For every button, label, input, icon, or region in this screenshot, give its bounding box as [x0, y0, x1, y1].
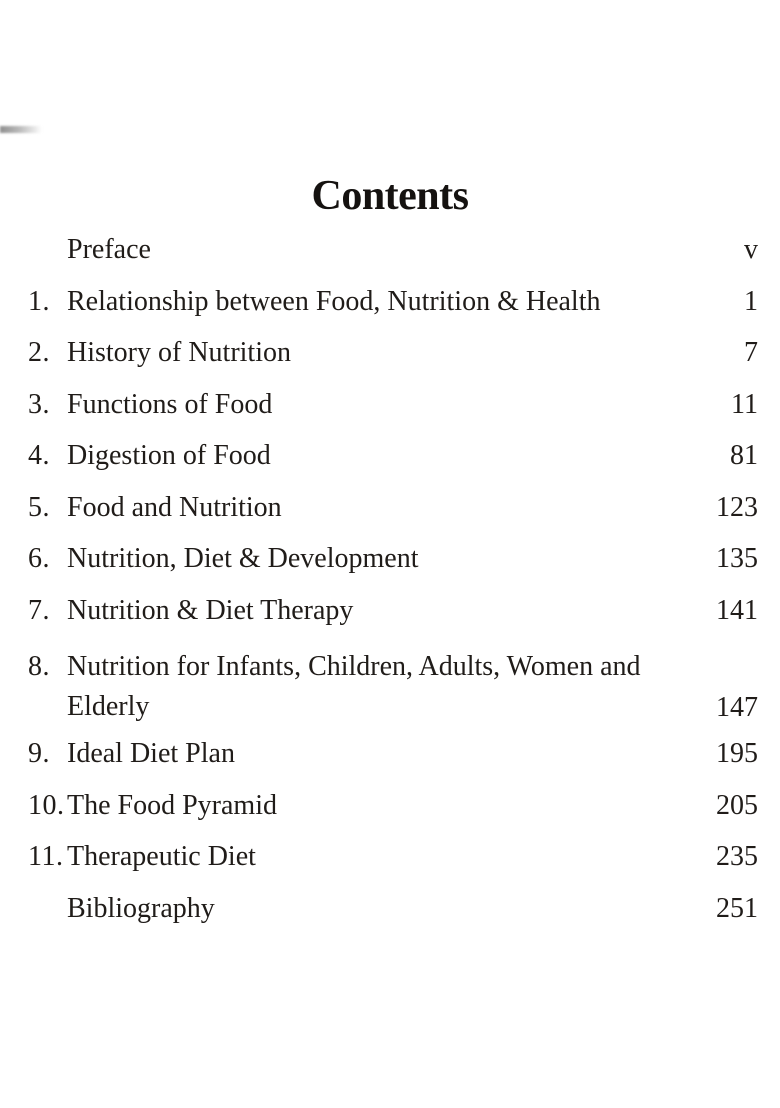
- scan-artifact-streak: [0, 126, 42, 133]
- toc-row-page: 205: [716, 789, 758, 821]
- toc-row-page: v: [744, 234, 758, 265]
- toc-row-page: 141: [716, 594, 758, 626]
- toc-row-number: 5.: [28, 491, 50, 523]
- toc-row-number: 7.: [28, 594, 50, 626]
- toc-row: Bibliography 251: [28, 883, 758, 935]
- toc-row-page: 1: [744, 285, 758, 317]
- toc-row: 9. Ideal Diet Plan 195: [28, 728, 758, 780]
- toc-row-number: 2.: [28, 337, 50, 368]
- toc-row-title: Relationship between Food, Nutrition & H…: [67, 285, 601, 317]
- toc-row-title: Bibliography: [67, 892, 215, 924]
- toc-row-title-line2: Elderly: [67, 691, 150, 722]
- toc-row: 6. Nutrition, Diet & Development 135: [28, 533, 758, 585]
- table-of-contents: Preface v 1. Relationship between Food, …: [28, 224, 758, 934]
- toc-row-page: 195: [716, 738, 758, 769]
- page-title: Contents: [311, 173, 469, 219]
- toc-row: 10. The Food Pyramid 205: [28, 780, 758, 832]
- toc-row-page: 147: [716, 692, 758, 723]
- toc-row: 8. Nutrition for Infants, Children, Adul…: [28, 636, 758, 728]
- toc-row-title: Therapeutic Diet: [67, 841, 256, 872]
- toc-row: 2. History of Nutrition 7: [28, 327, 758, 379]
- toc-row-page: 11: [731, 388, 758, 420]
- toc-row-number: 3.: [28, 388, 50, 420]
- toc-row-title: Digestion of Food: [67, 440, 271, 471]
- toc-row: 7. Nutrition & Diet Therapy 141: [28, 585, 758, 637]
- toc-row-page: 81: [730, 440, 758, 471]
- toc-row-number: 4.: [28, 440, 50, 471]
- toc-row-title: Nutrition, Diet & Development: [67, 543, 419, 574]
- toc-row-page: 135: [716, 543, 758, 574]
- toc-row-number: 10.: [28, 789, 65, 821]
- toc-row-title: Nutrition for Infants, Children, Adults,…: [67, 651, 641, 722]
- toc-row-number: 9.: [28, 738, 50, 769]
- toc-row: 1. Relationship between Food, Nutrition …: [28, 276, 758, 328]
- toc-row: 3. Functions of Food 11: [28, 379, 758, 431]
- toc-row-title: Food and Nutrition: [67, 491, 282, 523]
- toc-row-number: 11.: [28, 841, 64, 872]
- toc-row: 11. Therapeutic Diet 235: [28, 831, 758, 883]
- toc-row-title: Functions of Food: [67, 388, 273, 420]
- toc-row-title: Ideal Diet Plan: [67, 738, 235, 769]
- toc-row-title: Preface: [67, 234, 151, 265]
- toc-row-page: 123: [716, 491, 758, 523]
- toc-row-number: 8.: [28, 651, 50, 682]
- toc-row-page: 235: [716, 841, 758, 872]
- toc-row-page: 251: [716, 892, 758, 924]
- toc-row-title: History of Nutrition: [67, 337, 291, 368]
- toc-row: 4. Digestion of Food 81: [28, 430, 758, 482]
- toc-row-title: The Food Pyramid: [67, 789, 277, 821]
- toc-row-page: 7: [744, 337, 758, 368]
- toc-row-title: Nutrition & Diet Therapy: [67, 594, 354, 626]
- toc-row: 5. Food and Nutrition 123: [28, 482, 758, 534]
- toc-row: Preface v: [28, 224, 758, 276]
- toc-row-number: 1.: [28, 285, 50, 317]
- toc-row-number: 6.: [28, 543, 50, 574]
